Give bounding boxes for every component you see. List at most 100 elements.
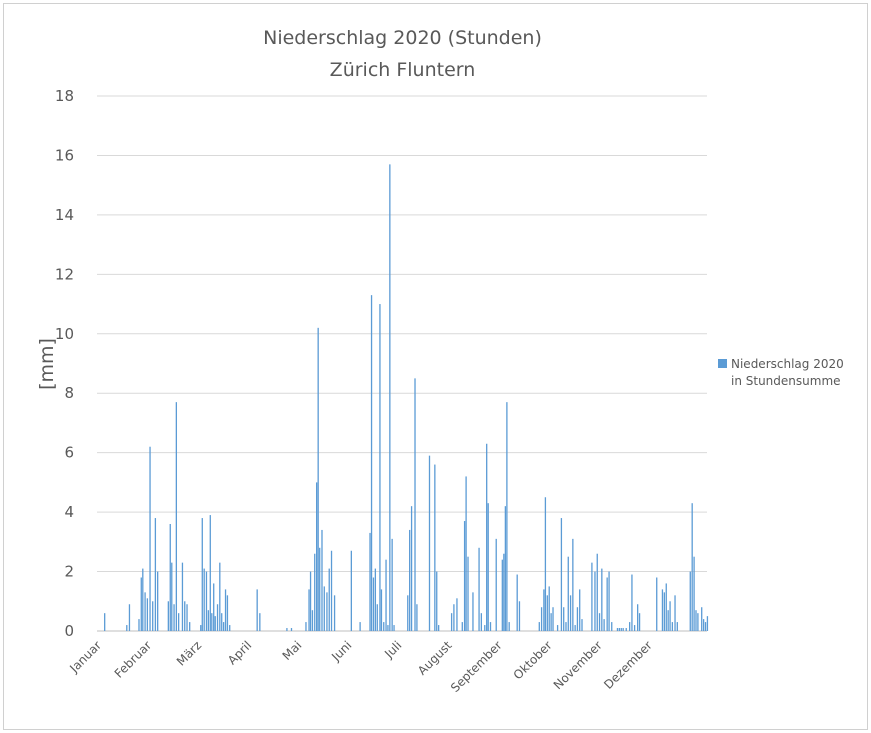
bar xyxy=(391,538,393,631)
bar xyxy=(560,518,563,631)
bar xyxy=(200,625,202,631)
bar xyxy=(374,568,377,631)
bar xyxy=(209,515,211,631)
bar xyxy=(622,628,624,631)
bar xyxy=(704,622,707,631)
bar xyxy=(503,553,505,631)
bar xyxy=(665,583,667,631)
y-tick-label: 2 xyxy=(64,563,74,581)
bar xyxy=(152,601,154,631)
bar xyxy=(142,568,144,631)
bar xyxy=(323,586,325,631)
bar xyxy=(598,613,601,631)
y-tick-label: 10 xyxy=(55,325,74,343)
bar xyxy=(326,592,328,631)
bar xyxy=(572,538,574,631)
legend-label-line1: Niederschlag 2020 xyxy=(731,357,844,371)
bar xyxy=(663,592,665,631)
bar xyxy=(369,532,371,631)
bar xyxy=(311,610,314,631)
y-tick-label: 16 xyxy=(55,146,74,164)
bar xyxy=(221,613,223,631)
bar xyxy=(552,607,554,631)
bar xyxy=(689,571,691,631)
bar xyxy=(516,574,518,631)
bar xyxy=(487,503,489,631)
x-tick-label: Mai xyxy=(280,638,305,663)
y-tick-label: 18 xyxy=(55,87,74,105)
bar xyxy=(661,589,664,631)
legend: Niederschlag 2020 in Stundensumme xyxy=(718,356,844,390)
bar xyxy=(508,622,510,631)
bar xyxy=(330,550,333,631)
bar xyxy=(631,574,633,631)
bar xyxy=(543,589,545,631)
bar xyxy=(201,518,203,631)
bar xyxy=(383,622,385,631)
bar xyxy=(596,553,598,631)
bar xyxy=(453,604,455,631)
bar xyxy=(606,577,608,631)
bar xyxy=(656,577,658,631)
bar xyxy=(372,577,375,631)
bar xyxy=(416,604,418,631)
bar xyxy=(259,613,261,631)
bar xyxy=(146,598,149,631)
bar xyxy=(171,562,173,631)
bar xyxy=(224,589,227,631)
bar xyxy=(219,562,221,631)
bar xyxy=(167,601,169,631)
bar xyxy=(428,455,431,631)
bar xyxy=(319,547,321,631)
bar xyxy=(450,613,453,631)
bar xyxy=(154,518,157,631)
y-axis-label: [mm] xyxy=(36,338,58,390)
bar xyxy=(695,610,697,631)
bar xyxy=(203,568,205,631)
bar xyxy=(601,568,603,631)
bar xyxy=(128,604,131,631)
bar xyxy=(667,610,669,631)
bar xyxy=(184,601,186,631)
bar xyxy=(138,619,140,631)
bar xyxy=(581,619,583,631)
y-tick-label: 4 xyxy=(64,503,74,521)
bar xyxy=(669,601,671,631)
bar xyxy=(410,506,413,631)
bar xyxy=(144,592,146,631)
bar xyxy=(674,595,676,631)
bar xyxy=(314,553,316,631)
bar xyxy=(207,610,210,631)
bar xyxy=(414,378,416,631)
chart-subtitle: Zürich Fluntern xyxy=(329,59,476,81)
bar xyxy=(149,446,151,631)
bar xyxy=(579,589,581,631)
y-tick-label: 14 xyxy=(55,206,74,224)
bar xyxy=(544,497,547,631)
bar xyxy=(175,402,177,631)
y-tick-label: 6 xyxy=(64,444,74,462)
bar xyxy=(370,295,373,631)
bar xyxy=(189,622,191,631)
bar xyxy=(309,571,312,631)
bar xyxy=(478,547,480,631)
bar xyxy=(576,607,579,631)
x-tick-label: April xyxy=(225,638,254,667)
bar xyxy=(671,622,674,631)
bar xyxy=(173,604,175,631)
bar xyxy=(638,613,641,631)
bar xyxy=(328,568,330,631)
bar xyxy=(629,622,631,631)
bar xyxy=(701,607,703,631)
bar xyxy=(379,304,381,631)
bar xyxy=(321,529,323,631)
bar xyxy=(574,625,576,631)
y-tick-label: 8 xyxy=(64,384,74,402)
bar xyxy=(393,625,395,631)
x-tick-label: August xyxy=(415,638,455,678)
bar xyxy=(591,562,593,631)
bar xyxy=(438,625,440,631)
bar xyxy=(222,622,225,631)
legend-label-line2: in Stundensumme xyxy=(731,374,841,388)
